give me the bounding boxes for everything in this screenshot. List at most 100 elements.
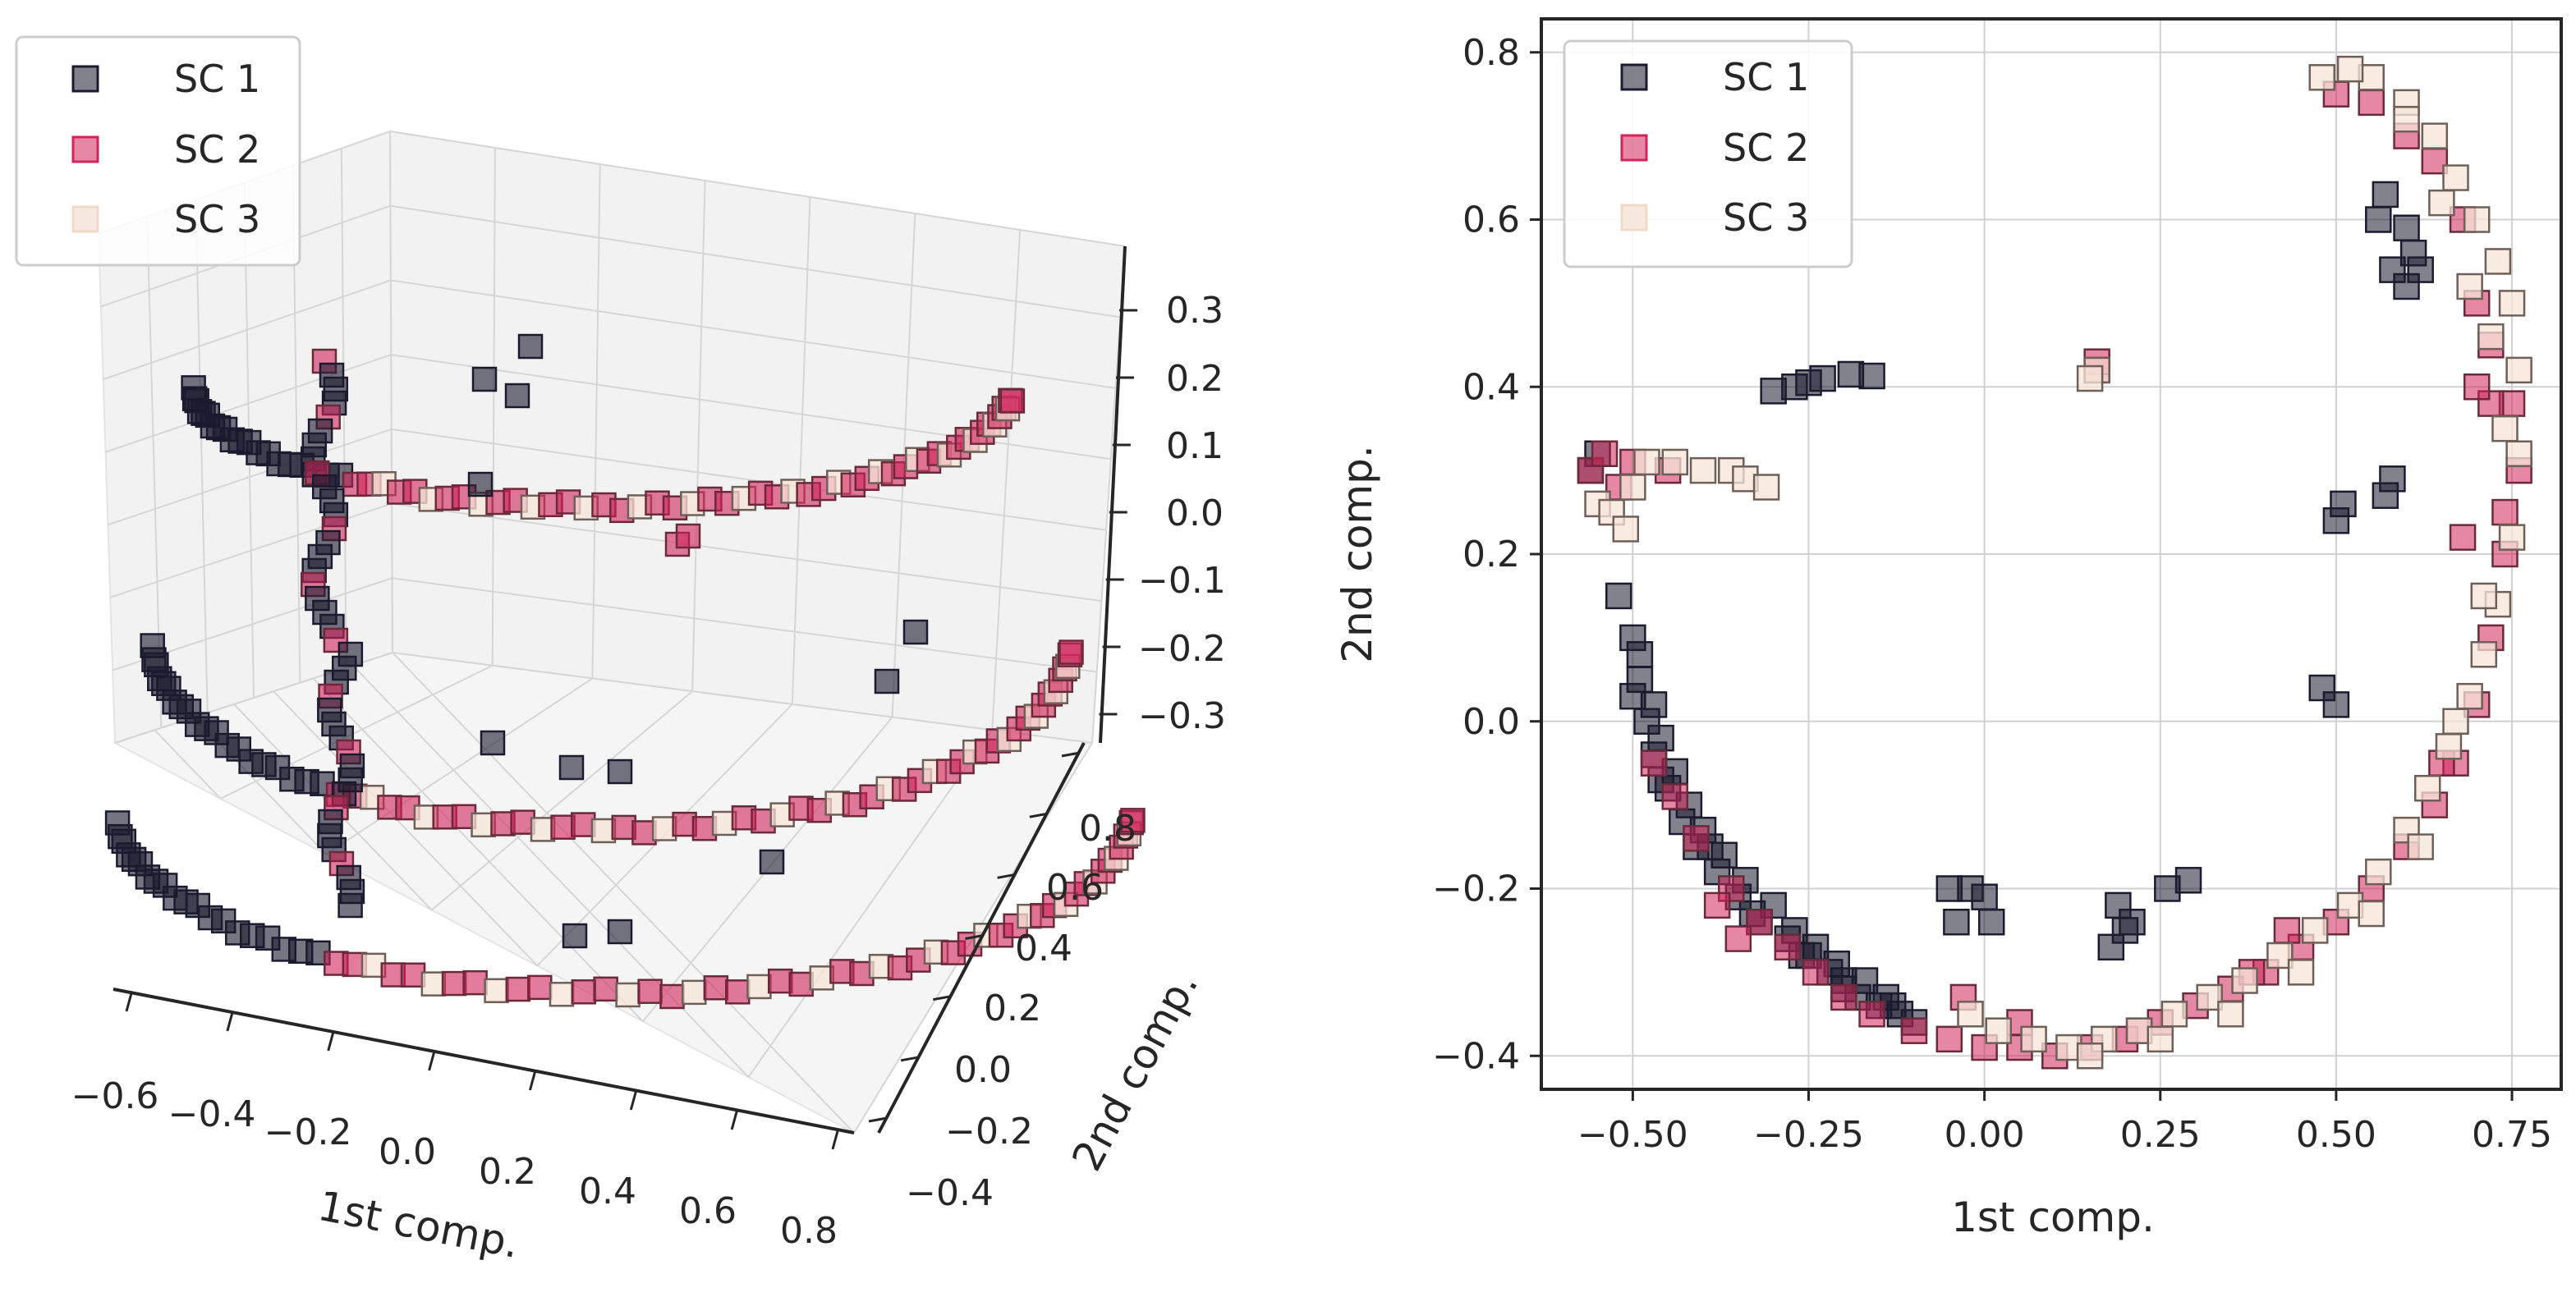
scatter-point-sc2 — [1935, 1025, 1963, 1053]
scatter-point-sc2 — [1058, 639, 1084, 665]
y3d-tick — [1029, 812, 1049, 818]
scatter-point-sc1 — [902, 619, 929, 645]
scatter-point-sc3 — [1661, 448, 1688, 476]
y3d-tick-label: 0.0 — [954, 1049, 1012, 1091]
scatter-point-sc1 — [562, 923, 588, 949]
scatter-point-sc3 — [1619, 474, 1646, 501]
scatter-point-sc3 — [2470, 641, 2498, 668]
scatter-point-sc3 — [2463, 206, 2491, 233]
scatter-point-sc3 — [1633, 448, 1660, 476]
points-3d — [104, 333, 1146, 1010]
x-tick-label: 0.25 — [2120, 1114, 2201, 1156]
scatter-point-sc2 — [1724, 925, 1752, 952]
x3d-tick — [327, 1032, 335, 1052]
scatter-point-sc2 — [611, 814, 636, 841]
y-axis-line — [877, 742, 1086, 1134]
scatter-point-sc3 — [484, 978, 509, 1004]
right-2d-chart: −0.50 −0.25 0.00 0.25 0.50 0.75 −0.4 −0.2 0.0 0.2… — [1334, 17, 2563, 1241]
scatter-point-sc3 — [2393, 106, 2420, 133]
y3d-tick — [997, 873, 1016, 879]
x-tick-label: 0.50 — [2296, 1114, 2376, 1156]
scatter-point-sc2 — [1774, 933, 1802, 961]
ticks-3d — [125, 309, 1138, 1150]
z3d-tick-label: −0.3 — [1138, 695, 1226, 737]
scatter-point-sc1 — [2393, 273, 2420, 300]
grid-line-3d — [195, 199, 209, 713]
grid-line-3d — [273, 690, 539, 967]
scatter-point-sc3 — [2442, 164, 2469, 191]
scatter-point-sc1 — [2119, 909, 2146, 936]
x-tick-label: 0.75 — [2472, 1114, 2552, 1156]
legend-marker-sc2 — [1620, 134, 1648, 162]
scatter-point-sc1 — [2365, 206, 2392, 233]
scatter-point-sc1 — [1626, 641, 1654, 668]
scatter-point-sc3 — [1957, 1001, 1984, 1028]
x-tick-label: 0.00 — [1945, 1114, 2025, 1156]
scatter-point-sc3 — [746, 974, 772, 1000]
y-tick-label: 0.8 — [1462, 32, 1520, 74]
y3d-axis-label: 2nd comp. — [1063, 964, 1207, 1179]
scatter-point-sc3 — [2365, 858, 2392, 886]
z3d-tick-label: 0.1 — [1166, 425, 1224, 467]
legend-label: SC 3 — [174, 197, 260, 241]
legend-label: SC 2 — [1723, 126, 1809, 170]
scatter-point-sc3 — [2076, 1043, 2104, 1070]
legend-label: SC 1 — [1723, 55, 1809, 99]
x3d-axis-label: 1st comp. — [315, 1182, 523, 1267]
y-tick-label: −0.2 — [1432, 868, 1520, 910]
scatter-point-sc1 — [1647, 724, 1674, 752]
scatter-point-sc1 — [1971, 883, 1998, 910]
scatter-point-sc2 — [571, 979, 597, 1005]
grid-line-3d — [747, 729, 994, 1078]
y-tick-label: 0.2 — [1462, 534, 1520, 575]
scatter-point-sc3 — [2308, 64, 2336, 91]
scatter-point-sc1 — [1605, 582, 1632, 610]
scatter-point-sc3 — [2076, 364, 2104, 392]
scatter-point-sc3 — [420, 971, 447, 997]
x3d-tick-label: 0.6 — [679, 1190, 737, 1232]
y3d-tick — [900, 1056, 920, 1062]
scatter-point-sc1 — [504, 383, 530, 409]
x3d-tick-label: 0.4 — [579, 1171, 636, 1212]
scatter-point-sc2 — [703, 975, 729, 1001]
grid-line-3d — [392, 652, 855, 1134]
y3d-tick — [933, 995, 952, 1001]
scatter-point-sc3 — [549, 982, 575, 1007]
scatter-point-sc2 — [2358, 89, 2385, 117]
grid-line-3d — [154, 729, 222, 800]
scatter-point-sc2 — [637, 978, 663, 1004]
scatter-point-sc3 — [2336, 55, 2364, 83]
z3d-tick-label: 0.0 — [1166, 493, 1224, 534]
y3d-tick-label: −0.4 — [906, 1172, 994, 1214]
scatter-point-sc3 — [2442, 708, 2469, 735]
scatter-point-sc2 — [675, 523, 701, 549]
scatter-point-sc3 — [1752, 474, 1780, 501]
scatter-point-sc2 — [2449, 524, 2477, 551]
scatter-point-sc2 — [2463, 374, 2491, 401]
z3d-tick-label: 0.3 — [1166, 290, 1224, 332]
legend-marker-sc3 — [71, 205, 99, 233]
scatter-point-sc1 — [759, 849, 785, 875]
x3d-tick — [226, 1012, 234, 1032]
y3d-tick-label: 0.8 — [1079, 808, 1136, 850]
scatter-point-sc1 — [517, 333, 544, 360]
scatter-point-sc3 — [2231, 967, 2258, 994]
scatter-point-sc1 — [2174, 867, 2202, 894]
grid-line-3d — [389, 131, 393, 653]
scatter-point-sc1 — [1977, 909, 2005, 936]
y-axis-label: 2nd comp. — [1334, 445, 1381, 663]
legend-label: SC 2 — [174, 127, 260, 172]
y3d-tick-label: 0.2 — [984, 988, 1041, 1029]
legend-label: SC 1 — [174, 57, 260, 101]
scatter-point-sc1 — [2322, 691, 2350, 718]
scatter-point-sc1 — [337, 892, 363, 919]
legend-marker-sc1 — [71, 65, 99, 93]
legend-marker-sc1 — [1620, 63, 1648, 91]
scatter-point-sc1 — [471, 366, 498, 392]
y3d-tick-label: 0.4 — [1015, 928, 1072, 969]
grid-line-3d — [991, 229, 1022, 731]
x-axis-label: 1st comp. — [1951, 1194, 2155, 1241]
scatter-point-sc1 — [480, 730, 506, 756]
scatter-point-sc2 — [1900, 1017, 1928, 1044]
scatter-point-sc1 — [607, 919, 633, 945]
